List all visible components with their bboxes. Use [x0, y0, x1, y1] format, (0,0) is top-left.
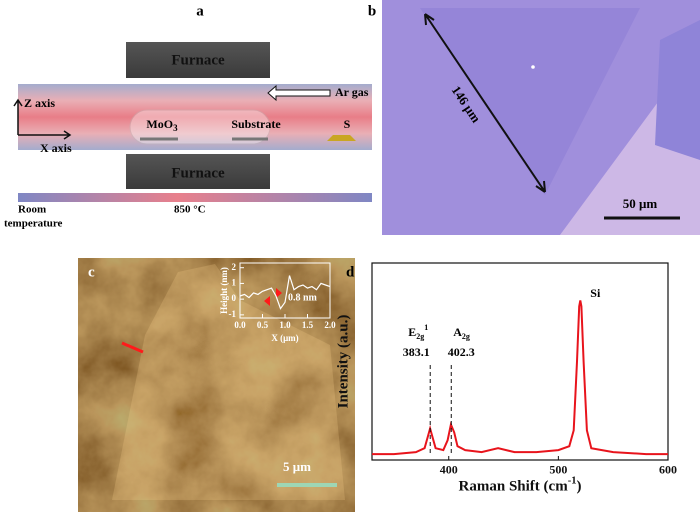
- text: Raman Shift (cm: [459, 479, 569, 495]
- x-tick-label: 600: [659, 463, 677, 477]
- text: 2g: [462, 332, 470, 341]
- peak-position: 383.1: [403, 345, 430, 359]
- panel-a: a Furnace MoO3 Substrate S Ar gas Z axis…: [4, 3, 372, 230]
- scale-label: 50 μm: [623, 196, 658, 211]
- step-marker: [264, 288, 282, 306]
- x-tick-label: 1.0: [279, 320, 291, 330]
- y-tick-label: 0: [232, 293, 237, 303]
- charts: 0.0 0.5 1.0 1.5 2.0 -1 0 1 2 X (μm) Height (nm) 0.8…: [219, 262, 677, 495]
- x-tick-label: 0.5: [257, 320, 269, 330]
- y-axis-label: Intensity (a.u.): [335, 315, 351, 409]
- gas-arrow: [267, 84, 331, 102]
- size-arrow: [424, 13, 546, 193]
- boat: [129, 109, 271, 145]
- furnace-label: Furnace: [171, 165, 225, 181]
- furnace-label: Furnace: [171, 52, 225, 68]
- sulfur-mark: [327, 135, 356, 141]
- particle: [531, 65, 535, 69]
- precursor-label: MoO3: [146, 117, 178, 133]
- temperature-label: temperature: [4, 218, 63, 230]
- y-tick-label: 1: [232, 277, 237, 287]
- afm-shade: [78, 258, 355, 512]
- text: A: [453, 325, 462, 339]
- panel-d: d: [346, 264, 355, 280]
- data-line: [372, 300, 668, 456]
- text: -1: [568, 476, 577, 487]
- panel-c: c 5 μm: [78, 258, 355, 512]
- plot-frame: [371, 262, 669, 461]
- afm-image: [78, 258, 355, 512]
- substrate-label: Substrate: [231, 117, 281, 131]
- z-axis-label: Z axis: [24, 96, 55, 110]
- axes-icon: [13, 98, 72, 140]
- flake: [112, 264, 345, 500]
- x-axis-label: X axis: [40, 141, 72, 155]
- temperature-bar: [18, 193, 372, 202]
- data-line: [239, 275, 331, 310]
- x-tick-label: 500: [549, 463, 567, 477]
- flake: [420, 8, 640, 195]
- x-axis-label: Raman Shift (cm-1): [459, 476, 582, 495]
- y-tick-label: 2: [232, 262, 237, 272]
- sulfur-label: S: [344, 117, 351, 131]
- panel-label: d: [346, 264, 355, 280]
- panel-label: b: [368, 3, 376, 19]
- panel-label: c: [88, 264, 95, 280]
- text: 1: [424, 323, 428, 332]
- text: ): [576, 479, 581, 495]
- text: 3: [173, 123, 178, 133]
- gas-label: Ar gas: [335, 85, 369, 99]
- furnace: [126, 42, 270, 78]
- annotation: 0.8 nm: [288, 292, 318, 303]
- x-tick-label: 2.0: [324, 320, 336, 330]
- text: E: [408, 325, 416, 339]
- y-tick-label: -1: [229, 309, 237, 319]
- panel-b: 146 μm b 50 μm: [368, 0, 700, 235]
- flake: [655, 20, 700, 160]
- x-tick-label: 400: [440, 463, 458, 477]
- temperature-label: Room: [18, 204, 46, 216]
- text: MoO: [146, 117, 173, 131]
- panel-label: a: [196, 3, 204, 19]
- furnace: [126, 154, 270, 189]
- x-tick-label: 0.0: [234, 320, 246, 330]
- text: 2g: [416, 332, 424, 341]
- scale-label: 5 μm: [283, 459, 311, 474]
- peak-position: 402.3: [448, 345, 475, 359]
- peak-label: E2g1: [408, 323, 428, 341]
- temperature-label: 850 °C: [174, 204, 206, 216]
- x-axis-label: X (μm): [271, 333, 298, 343]
- profile-line: [121, 341, 144, 354]
- y-axis-label: Height (nm): [219, 267, 229, 314]
- peak-annotation: Si: [590, 286, 601, 300]
- peak-label: A2g: [453, 325, 470, 341]
- x-tick-label: 1.5: [302, 320, 314, 330]
